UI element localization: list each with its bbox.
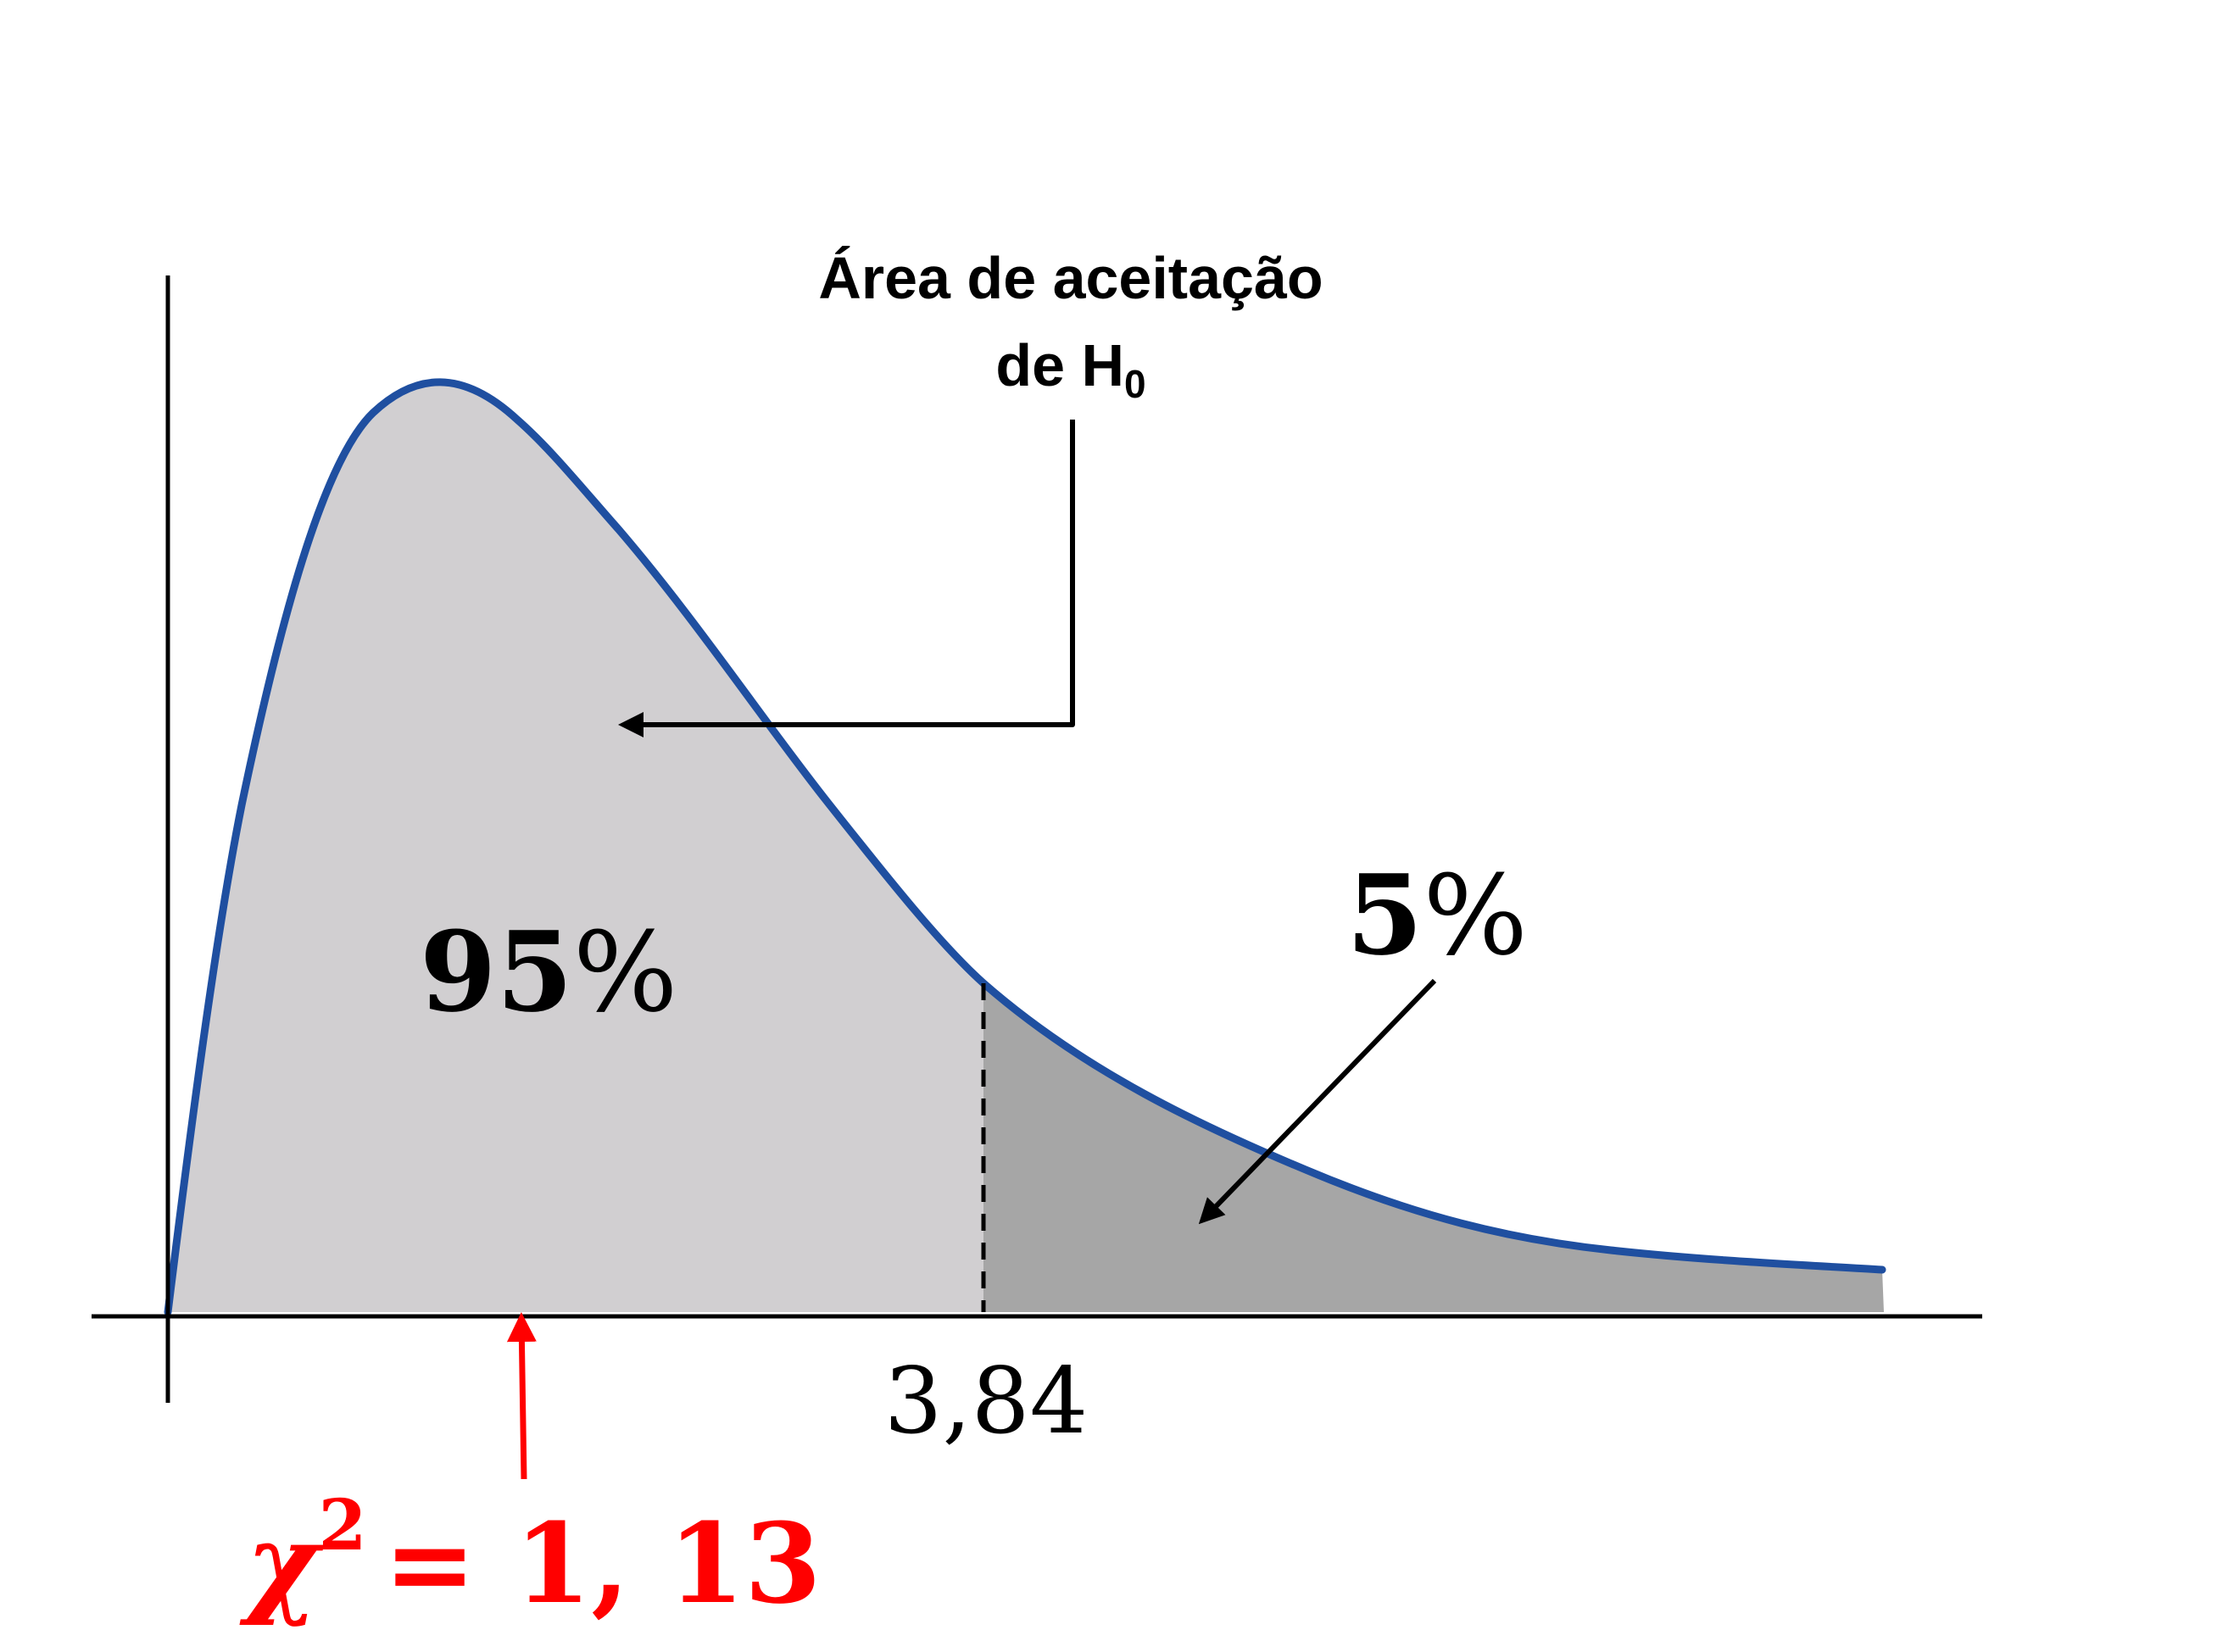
rejection-pointer-arrow [1198, 978, 1437, 1225]
acceptance-label-line2: de H0 [995, 332, 1145, 406]
distribution-curve [164, 378, 1886, 1316]
acceptance-percent-label: 95% [420, 907, 677, 1037]
test-statistic-arrow [506, 1312, 537, 1480]
acceptance-label-line1: Área de aceitação [818, 245, 1323, 311]
critical-value-label: 3,84 [884, 1349, 1088, 1455]
rejection-region [983, 983, 1884, 1312]
rejection-percent-label: 5% [1346, 850, 1528, 980]
acceptance-pointer-arrow [618, 420, 1075, 737]
acceptance-region [168, 381, 983, 1313]
test-statistic-label: χ2 = 1, 13 [239, 1485, 822, 1628]
